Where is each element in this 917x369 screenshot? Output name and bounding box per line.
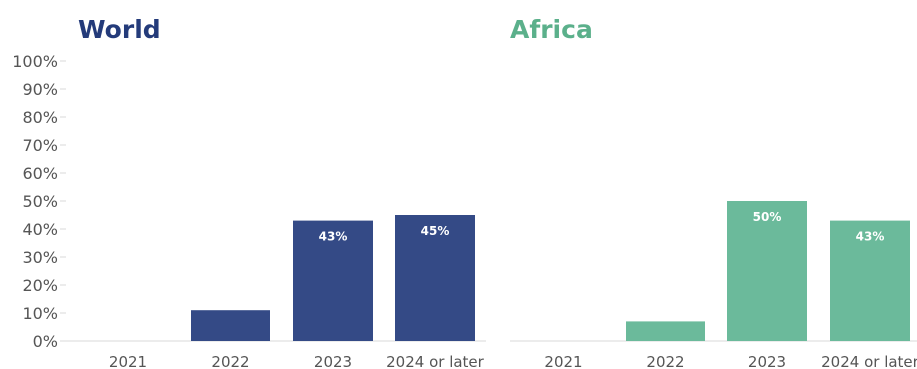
world-y-axis: 0% 10% 20% 30% 40% 50% 60% 70% 80% 90% 100%	[12, 52, 66, 351]
world-data-label-2024-or-later: 45%	[421, 224, 450, 238]
africa-data-label-2024-or-later: 43%	[856, 230, 885, 244]
world-title: World	[78, 15, 161, 44]
africa-bar-2024-or-later	[830, 220, 910, 341]
africa-x-tick-2023: 2023	[748, 353, 786, 369]
africa-data-label-2023: 50%	[753, 210, 782, 224]
africa-title: Africa	[510, 15, 593, 44]
world-bar-2023	[293, 220, 373, 341]
y-tick-label-90: 90%	[22, 80, 58, 99]
africa-bars: 50% 43%	[626, 201, 910, 341]
world-x-tick-2021: 2021	[109, 353, 147, 369]
world-x-tick-2022: 2022	[211, 353, 249, 369]
world-bars: 43% 45%	[191, 215, 475, 341]
world-data-label-2023: 43%	[319, 230, 348, 244]
africa-panel: Africa 50% 43% 2021 2022 2023 2024 or later	[510, 15, 917, 369]
y-tick-label-60: 60%	[22, 164, 58, 183]
y-tick-label-70: 70%	[22, 136, 58, 155]
africa-x-tick-2022: 2022	[646, 353, 684, 369]
y-tick-label-40: 40%	[22, 220, 58, 239]
world-panel: World 0%10%20%30%40%50%60%70%80%90%100% …	[12, 15, 486, 369]
y-tick-label-30: 30%	[22, 248, 58, 267]
africa-x-tick-2024-or-later: 2024 or later	[821, 353, 917, 369]
y-tick-label-0: 0%	[33, 332, 58, 351]
world-x-tick-2023: 2023	[314, 353, 352, 369]
y-tick-label-50: 50%	[22, 192, 58, 211]
world-bar-2024-or-later	[395, 215, 475, 341]
y-tick-label-80: 80%	[22, 108, 58, 127]
africa-x-tick-2021: 2021	[544, 353, 582, 369]
africa-bar-2022	[626, 321, 705, 341]
y-tick-label-100: 100%	[12, 52, 58, 71]
y-tick-label-10: 10%	[22, 304, 58, 323]
y-tick-label-20: 20%	[22, 276, 58, 295]
world-x-axis: 2021 2022 2023 2024 or later	[109, 353, 485, 369]
world-x-tick-2024-or-later: 2024 or later	[386, 353, 485, 369]
africa-bar-2023	[727, 201, 807, 341]
world-bar-2022	[191, 310, 270, 341]
africa-x-axis: 2021 2022 2023 2024 or later	[544, 353, 917, 369]
